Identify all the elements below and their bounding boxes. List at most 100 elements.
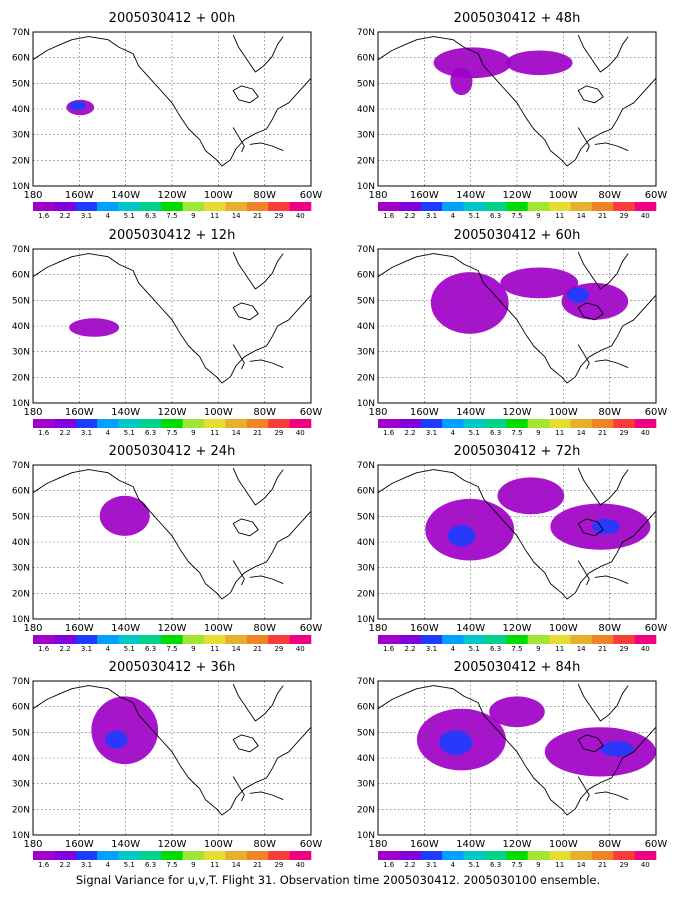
lon-tick-label: 100W xyxy=(549,190,578,201)
colorbar-label: 7.5 xyxy=(166,861,177,869)
colorbar-label: 9 xyxy=(191,861,195,869)
lat-tick-label: 60N xyxy=(12,54,30,64)
colorbar-swatch xyxy=(54,419,77,428)
colorbar-label: 3.1 xyxy=(81,212,92,220)
colorbar-swatch xyxy=(420,419,443,428)
colorbar-swatch xyxy=(442,419,464,428)
colorbar-swatch xyxy=(204,202,226,211)
variance-blob xyxy=(497,477,565,515)
colorbar-swatch xyxy=(54,851,77,860)
graticule xyxy=(33,32,311,186)
colorbar-swatch xyxy=(225,851,248,860)
lon-tick-label: 80W xyxy=(598,407,621,418)
lat-tick-label: 10N xyxy=(12,831,30,841)
colorbar-label: 14 xyxy=(232,861,241,869)
variance-blob xyxy=(99,495,150,536)
colorbar-swatch xyxy=(463,635,486,644)
colorbar-label: 21 xyxy=(598,212,607,220)
lat-tick-label: 60N xyxy=(357,487,375,497)
map-panel: 2005030412 + 36h 70N 60N 50N 40N 30N 20N 10N180… xyxy=(12,660,323,869)
colorbar-swatch xyxy=(182,851,205,860)
colorbar-swatch xyxy=(289,635,312,644)
colorbar-label: 11 xyxy=(210,429,219,437)
colorbar-swatch xyxy=(246,851,269,860)
coastline xyxy=(378,469,656,600)
lon-tick-label: 80W xyxy=(598,839,621,850)
colorbar-label: 3.1 xyxy=(81,429,92,437)
colorbar-swatch xyxy=(118,635,141,644)
colorbar-swatch xyxy=(484,635,507,644)
colorbar-label: 40 xyxy=(641,645,650,653)
colorbar-label: 21 xyxy=(253,645,262,653)
colorbar-swatch xyxy=(161,419,183,428)
colorbar-swatch xyxy=(54,202,77,211)
colorbar-label: 21 xyxy=(253,212,262,220)
map-frame xyxy=(32,31,312,187)
lat-tick-label: 40N xyxy=(357,322,375,332)
map-panel: 2005030412 + 00h 70N 60N 50N 40N 30N 20N 10N180… xyxy=(12,11,323,220)
lat-tick-label: 20N xyxy=(12,373,30,383)
colorbar-label: 7.5 xyxy=(166,212,177,220)
florida-coast xyxy=(577,776,590,802)
colorbar-swatch xyxy=(75,202,98,211)
lat-tick-label: 40N xyxy=(12,105,30,115)
colorbar-swatch xyxy=(591,635,614,644)
map-frame xyxy=(377,248,657,404)
caribbean-islands xyxy=(594,791,629,801)
colorbar-label: 14 xyxy=(577,861,586,869)
colorbar: 1.6 2.2 3.1 4 5.1 6.3 7.5 9 11 14 21 29 40 xyxy=(378,851,657,869)
colorbar-swatch xyxy=(97,202,119,211)
lon-tick-label: 60W xyxy=(645,407,668,418)
lat-tick-label: 70N xyxy=(357,28,375,38)
colorbar-label: 21 xyxy=(253,861,262,869)
colorbar-swatch xyxy=(182,202,205,211)
colorbar-label: 6.3 xyxy=(145,212,156,220)
lat-tick-label: 40N xyxy=(357,754,375,764)
colorbar-swatch xyxy=(54,635,77,644)
map-panel: 2005030412 + 72h 70N 60N 50N 40N 30N 20N 10N180… xyxy=(357,444,668,653)
colorbar-label: 29 xyxy=(619,861,628,869)
lat-tick-label: 70N xyxy=(357,245,375,255)
colorbar-label: 11 xyxy=(555,429,564,437)
colorbar-swatch xyxy=(527,851,550,860)
colorbar-swatch xyxy=(97,419,119,428)
colorbar-swatch xyxy=(613,851,635,860)
lat-tick-label: 50N xyxy=(12,728,30,738)
colorbar: 1.6 2.2 3.1 4 5.1 6.3 7.5 9 11 14 21 29 40 xyxy=(33,202,312,220)
lat-tick-label: 30N xyxy=(12,348,30,358)
lon-tick-label: 180 xyxy=(368,190,387,201)
lon-tick-label: 180 xyxy=(368,839,387,850)
colorbar-swatch xyxy=(570,202,593,211)
colorbar-label: 40 xyxy=(296,429,305,437)
coastline-bay xyxy=(232,251,284,290)
colorbar-swatch xyxy=(75,635,98,644)
lat-tick-label: 70N xyxy=(357,677,375,687)
colorbar-label: 1.6 xyxy=(38,645,50,653)
colorbar-swatch xyxy=(399,202,422,211)
colorbar-label: 29 xyxy=(274,861,283,869)
coastline xyxy=(33,685,311,816)
lat-tick-label: 30N xyxy=(12,131,30,141)
variance-blob xyxy=(69,101,86,111)
colorbar-label: 40 xyxy=(641,212,650,220)
lat-tick-label: 20N xyxy=(12,156,30,166)
lat-tick-label: 50N xyxy=(12,512,30,522)
colorbar-label: 4 xyxy=(451,645,456,653)
colorbar-label: 5.1 xyxy=(469,645,480,653)
map-frame xyxy=(32,464,312,620)
panel-title: 2005030412 + 36h xyxy=(109,660,236,675)
lat-tick-label: 10N xyxy=(12,182,30,192)
colorbar-swatch xyxy=(549,635,571,644)
florida-coast xyxy=(232,344,245,370)
lon-tick-label: 140W xyxy=(456,839,485,850)
map-panel: 2005030412 + 84h 70N 60N 50N 40N 30N 20N 10N180… xyxy=(357,660,668,869)
colorbar-label: 4 xyxy=(451,861,456,869)
lat-tick-label: 10N xyxy=(357,615,375,625)
colorbar-swatch xyxy=(97,635,119,644)
colorbar-swatch xyxy=(161,202,183,211)
lat-tick-label: 60N xyxy=(357,54,375,64)
graticule xyxy=(33,465,311,619)
colorbar-label: 11 xyxy=(555,645,564,653)
variance-blob xyxy=(500,267,579,299)
lon-tick-label: 60W xyxy=(300,839,323,850)
